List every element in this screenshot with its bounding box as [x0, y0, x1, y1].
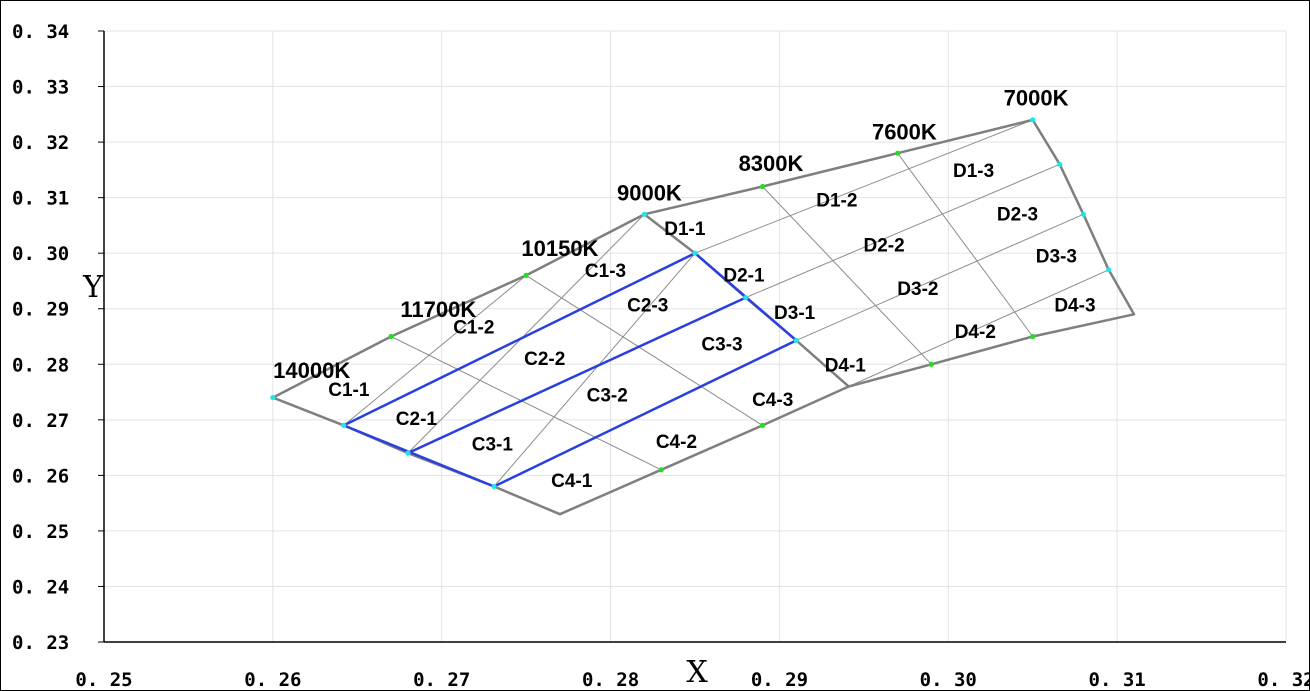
bin-grid-line	[762, 186, 932, 365]
x-tick-label: 0. 31	[1089, 669, 1146, 691]
vertex-point	[759, 422, 766, 428]
bin-label: D3-3	[1036, 247, 1077, 268]
bin-label: D2-3	[997, 204, 1038, 225]
vertex-point	[641, 211, 647, 217]
vertex-point	[491, 483, 497, 490]
cct-label: 10150K	[521, 236, 598, 261]
x-tick-label: 0. 32	[1257, 669, 1310, 691]
bin-label: D4-1	[825, 355, 867, 376]
bin-grid-line	[897, 152, 1034, 337]
vertex-point	[928, 361, 935, 367]
bin-label: D4-2	[955, 322, 996, 343]
y-axis-title: Y	[82, 270, 104, 305]
vertex-point	[1030, 117, 1036, 123]
cct-label: 8300K	[739, 151, 804, 176]
bin-grid-line	[407, 213, 645, 454]
x-tick-label: 0. 25	[75, 669, 132, 691]
bin-label: C1-3	[585, 261, 626, 282]
axes	[98, 30, 1286, 643]
bin-grid-line	[745, 163, 1060, 299]
gridlines	[104, 30, 1287, 642]
bin-label: D2-1	[723, 265, 765, 286]
y-tick-label: 0. 23	[12, 632, 69, 654]
c-d-boundary-line	[643, 213, 850, 388]
vertex-points	[270, 117, 1112, 490]
highlight-line	[343, 424, 495, 488]
bin-label: C4-3	[752, 390, 793, 411]
vertex-point	[1080, 211, 1086, 217]
cct-label: 9000K	[617, 180, 682, 205]
bin-labels: C1-1 C1-2 C1-3 C2-1 C2-2 C2-3 C3-1 C3-2 C3-3 C4-1…	[328, 161, 1095, 492]
x-tick-label: 0. 26	[244, 669, 301, 691]
vertex-point	[658, 467, 664, 473]
vertex-point	[523, 272, 529, 278]
vertex-point	[388, 333, 394, 340]
bin-label: C2-2	[524, 349, 565, 370]
y-tick-label: 0. 29	[12, 299, 69, 321]
vertex-point	[270, 395, 276, 401]
y-tick-label: 0. 33	[12, 77, 69, 99]
y-tick-label: 0. 34	[12, 21, 69, 43]
bin-label: C1-2	[453, 318, 494, 339]
bin-label: C3-2	[587, 385, 628, 406]
highlight-line	[493, 339, 797, 488]
y-tick-label: 0. 27	[12, 410, 69, 432]
vertex-point	[895, 150, 901, 156]
highlight-line	[343, 252, 696, 427]
vertex-point	[759, 183, 766, 190]
x-tick-labels: 0. 25 0. 26 0. 27 0. 28 0. 29 0. 30 0. 31 0. 32	[75, 669, 1310, 691]
x-tick-label: 0. 28	[582, 669, 639, 691]
bin-grid-line	[343, 275, 527, 426]
bin-label: D1-2	[816, 190, 857, 211]
y-tick-label: 0. 24	[12, 576, 69, 598]
y-tick-label: 0. 32	[12, 132, 69, 154]
bin-label: C3-3	[701, 334, 742, 355]
bin-grid-line	[796, 213, 1084, 341]
bin-label: C3-1	[472, 434, 514, 455]
cct-label: 14000K	[273, 358, 350, 383]
cct-labels: 14000K 11700K 10150K 9000K 8300K 7600K 7000K	[273, 85, 1068, 383]
x-tick-label: 0. 30	[920, 669, 977, 691]
vertex-point	[1030, 333, 1036, 340]
x-tick-label: 0. 29	[751, 669, 808, 691]
x-tick-label: 0. 27	[413, 669, 470, 691]
highlight-region	[343, 252, 798, 488]
bin-label: D4-3	[1054, 295, 1095, 316]
y-tick-label: 0. 31	[12, 188, 69, 210]
bin-label: C1-1	[328, 380, 370, 401]
bin-label: D1-1	[664, 219, 706, 240]
y-tick-label: 0. 26	[12, 465, 69, 487]
bin-grid-line	[493, 252, 696, 487]
cct-label: 7600K	[872, 119, 937, 144]
bin-label: D1-3	[953, 161, 994, 182]
bin-label: D2-2	[864, 235, 905, 256]
vertex-point	[341, 422, 347, 428]
outer-boundary-line	[272, 118, 1136, 516]
bin-label: D3-2	[897, 279, 938, 300]
bin-label: D3-1	[774, 303, 816, 324]
cct-label: 7000K	[1004, 85, 1069, 110]
x-axis-title: X	[686, 655, 708, 690]
vertex-point	[743, 295, 749, 301]
vertex-point	[405, 450, 411, 456]
bin-grid-line	[848, 269, 1109, 387]
bin-label: C2-3	[627, 295, 668, 316]
bin-label: C4-2	[656, 432, 697, 453]
cct-label: 11700K	[400, 297, 476, 322]
y-tick-label: 0. 28	[12, 354, 69, 376]
y-tick-label: 0. 25	[12, 521, 69, 543]
vertex-point	[1057, 161, 1063, 167]
bin-grid-line	[390, 336, 662, 471]
bin-label: C2-1	[396, 409, 438, 430]
vertex-point	[1106, 267, 1112, 273]
vertex-point	[692, 250, 698, 256]
highlight-line	[407, 296, 747, 455]
y-tick-labels: 0. 34 0. 33 0. 32 0. 31 0. 30 0. 29 0. 28 0. 27…	[12, 21, 69, 654]
bin-grid-line	[525, 274, 763, 426]
bin-grid-line	[694, 119, 1033, 254]
bin-label: C4-1	[551, 471, 593, 492]
vertex-point	[793, 337, 799, 343]
y-tick-label: 0. 30	[12, 243, 69, 265]
